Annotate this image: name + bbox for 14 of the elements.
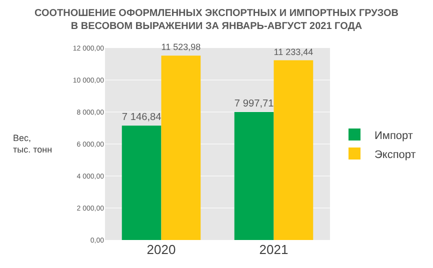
chart-title: СООТНОШЕНИЕ ОФОРМЛЕННЫХ ЭКСПОРТНЫХ И ИМПОРТНЫХ ГРУЗОВ В ВЕСОВОМ ВЫРАЖЕНИИ ЗА ЯНВАРЬ-АВГУСТ 2021 ГОДА [34, 8, 399, 32]
legend-label: Импорт [374, 130, 413, 142]
bar [274, 60, 314, 240]
data-label: 7 146,84 [122, 112, 162, 123]
data-label: 11 233,44 [274, 46, 314, 57]
data-label: 7 997,71 [234, 98, 274, 110]
legend-label: Экспорт [374, 148, 416, 161]
x-tick-label: 2021 [259, 242, 288, 257]
bar [122, 126, 162, 240]
data-label: 11 523,98 [161, 42, 201, 52]
x-tick-label: 2020 [146, 242, 176, 257]
bar [161, 56, 201, 240]
bar [234, 112, 274, 240]
y-axis-title: Вес, тыс. тонн [13, 133, 52, 155]
